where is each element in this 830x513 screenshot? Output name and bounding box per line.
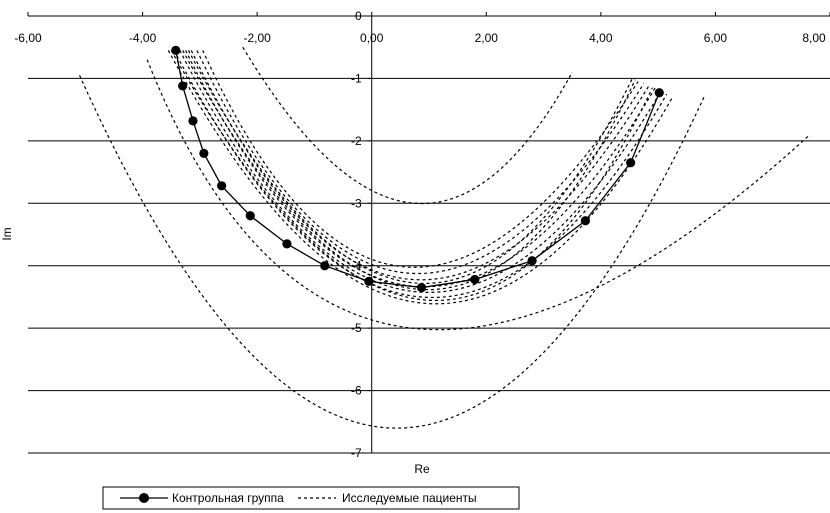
grid-lines [28,77,830,454]
control-group-point [199,148,209,158]
y-tick-label: -5 [351,321,362,335]
control-group-point [416,282,427,293]
x-tick-label: -4,00 [129,31,157,45]
control-group-point [654,88,664,98]
legend-patients-label: Исследуемые пациенты [342,491,477,505]
x-tick-label: 4,00 [589,31,613,45]
control-group-point [245,211,255,221]
y-tick-label: -6 [351,384,362,398]
y-tick-label: -7 [351,446,362,460]
x-axis-title: Re [414,462,430,476]
y-tick-label: -3 [351,196,362,210]
legend: Контрольная группа Исследуемые пациенты [102,486,520,510]
patient-curve-11 [182,50,636,291]
y-tick-label: -1 [351,71,362,85]
patient-curve-13 [170,50,653,301]
y-tick-label: -4 [351,259,362,273]
patient-curve-1 [79,75,705,429]
tick-labels: 0 -1 -2 -3 -4 -5 -6 -7 -6,00 -4,00 -2,00 0,00 2,00 4,… [14,9,826,460]
control-group-point [171,45,181,55]
patient-curve-8 [190,50,651,281]
control-group-point [580,216,590,226]
legend-control-marker [139,493,149,503]
control-group-point [320,261,330,271]
x-tick-label: 0,00 [360,31,384,45]
patient-curve-3 [242,46,573,204]
legend-control-label: Контрольная группа [172,491,284,505]
patient-curve-5 [173,50,668,298]
y-axis-title: Im [0,227,14,240]
patient-curve-6 [179,50,662,293]
control-group-point [188,116,198,126]
axes [27,12,830,454]
series-layer [79,45,811,429]
y-tick-label: 0 [355,9,362,23]
control-group-point [626,158,636,168]
x-tick-label: -2,00 [243,31,271,45]
y-tick-label: -2 [351,134,362,148]
control-group-point [217,181,227,191]
patient-curve-7 [184,50,656,288]
x-tick-label: 2,00 [475,31,499,45]
patient-curve-2 [146,59,811,331]
control-group-point [282,239,292,249]
patient-curve-4 [167,50,673,305]
patient-curve-12 [187,50,633,285]
control-group-point [364,276,374,286]
control-group-point [178,81,188,91]
control-group-point [470,274,480,285]
patient-curve-10 [202,50,639,268]
x-tick-label: 8,00 [802,31,826,45]
x-tick-label: 6,00 [704,31,728,45]
x-tick-label: -6,00 [14,31,42,45]
